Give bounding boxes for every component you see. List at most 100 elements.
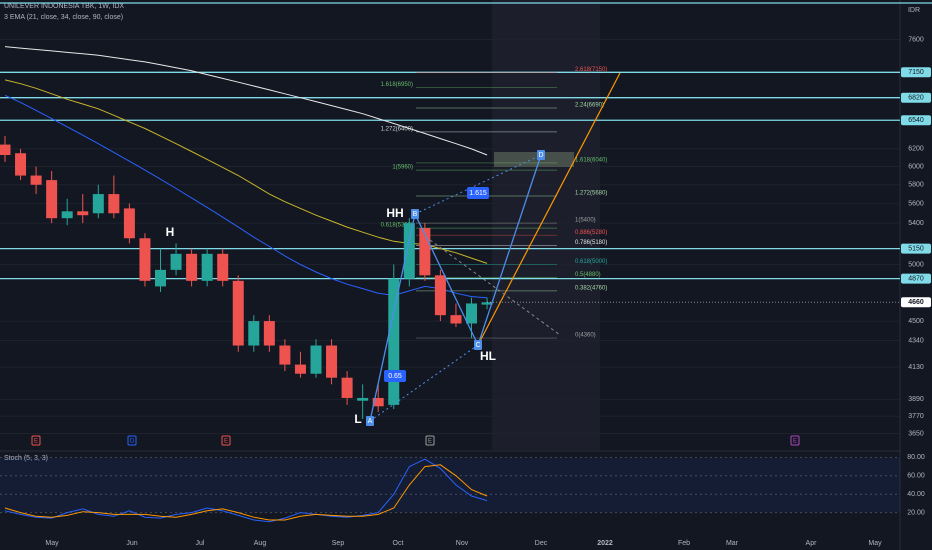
event-marker (425, 435, 435, 446)
level-tag (901, 67, 931, 78)
y-tick-label: 7600 (908, 36, 924, 43)
fib-label: 1.618(6950) (381, 82, 413, 88)
price-tag (901, 297, 931, 308)
stoch-legend: Stoch (5, 3, 3) (4, 455, 48, 462)
stoch-tick-label: 60.00 (907, 473, 925, 480)
time-label: Nov (456, 540, 469, 547)
pattern-point (411, 209, 419, 219)
time-label: Oct (393, 540, 404, 547)
stoch-tick-label: 80.00 (907, 454, 925, 461)
pattern-point-label: B (413, 211, 418, 218)
stoch-line (4, 464, 488, 521)
target-zone (494, 152, 574, 167)
swing-label: L (354, 412, 361, 426)
guide-line (429, 239, 561, 336)
fib-label: 0(4360) (575, 333, 596, 339)
candle-body (341, 377, 353, 398)
time-label: May (45, 540, 59, 547)
y-tick-label: 3770 (908, 413, 924, 420)
event-label: E (793, 439, 797, 445)
ema-line (4, 46, 488, 156)
candle-body (0, 144, 11, 156)
time-label: Sep (332, 540, 345, 547)
y-tick-label: 5800 (908, 182, 924, 189)
event-label: E (224, 439, 228, 445)
candle-body (326, 345, 338, 378)
fib-label: 2.24(6690) (575, 103, 604, 109)
candle-body (61, 211, 73, 219)
candle-body (372, 397, 384, 407)
time-label: 2022 (597, 540, 613, 547)
candle-body (248, 321, 260, 346)
pattern-point-label: D (538, 152, 543, 159)
y-tick-label: 4340 (908, 337, 924, 344)
time-label: Dec (535, 540, 548, 547)
y-tick-label: 4130 (908, 364, 924, 371)
ratio-label: 0.65 (388, 373, 402, 380)
event-marker (221, 435, 231, 446)
candle-body (139, 238, 151, 281)
level-tag (901, 243, 931, 254)
level-label: 5150 (908, 245, 924, 252)
event-label: E (428, 439, 432, 445)
event-marker (127, 435, 137, 446)
candle-body (310, 345, 322, 374)
ratio-line (369, 154, 542, 422)
candle-body (186, 253, 198, 281)
stoch-tick-label: 40.00 (907, 491, 925, 498)
stoch-tick-label: 20.00 (907, 509, 925, 516)
y-tick-label: 4500 (908, 318, 924, 325)
currency: IDR (908, 7, 920, 14)
level-tag (901, 115, 931, 126)
candle-body (232, 280, 244, 346)
stoch-line (4, 458, 488, 523)
level-tag (901, 273, 931, 284)
candle-body (217, 253, 229, 281)
swing-label: HL (480, 349, 496, 363)
event-label: E (34, 439, 38, 445)
candle-body (170, 253, 182, 270)
fib-label: 0.618(5000) (575, 259, 607, 265)
pattern-point (474, 340, 482, 350)
fib-label: 0.382(4760) (575, 285, 607, 291)
projection-zone (492, 0, 600, 450)
level-label: 7150 (908, 69, 924, 76)
candle-body (201, 253, 213, 281)
candle-body (155, 269, 166, 287)
ratio-box (467, 187, 489, 199)
pattern-point-label: C (475, 342, 480, 349)
candle-body (294, 364, 306, 374)
candle-body (92, 194, 104, 214)
swing-label: HH (386, 206, 403, 220)
indicator-legend: 3 EMA (21, close, 34, close, 90, close) (4, 14, 123, 21)
candle-body (388, 278, 400, 405)
pattern-point (366, 416, 374, 426)
event-marker (790, 435, 800, 446)
time-label: Feb (678, 540, 690, 547)
stoch-band (0, 457, 900, 513)
pattern-point-label: A (368, 418, 373, 425)
candle-body (434, 275, 446, 316)
fib-label: 1.272(5680) (575, 191, 607, 197)
time-label: Jul (196, 540, 205, 547)
time-label: Mar (726, 540, 739, 547)
fib-label: 1.618(6040) (575, 158, 607, 164)
level-label: 6540 (908, 117, 924, 124)
time-label: May (868, 540, 882, 547)
fib-label: 0.5(4880) (575, 272, 601, 278)
time-label: Apr (806, 540, 818, 547)
fib-label: 0.886(5280) (575, 230, 607, 236)
candle-body (403, 223, 415, 279)
pattern-point (537, 150, 545, 160)
event-label: D (130, 439, 135, 445)
y-tick-label: 3650 (908, 430, 924, 437)
y-tick-label: 5000 (908, 261, 924, 268)
y-tick-label: 5400 (908, 220, 924, 227)
swing-label: H (166, 225, 175, 239)
fib-label: 2.618(7150) (575, 67, 607, 73)
ratio-box (384, 370, 406, 382)
ratio-label: 1.615 (469, 190, 487, 197)
pattern-line (369, 154, 542, 422)
candle-body (123, 208, 135, 239)
